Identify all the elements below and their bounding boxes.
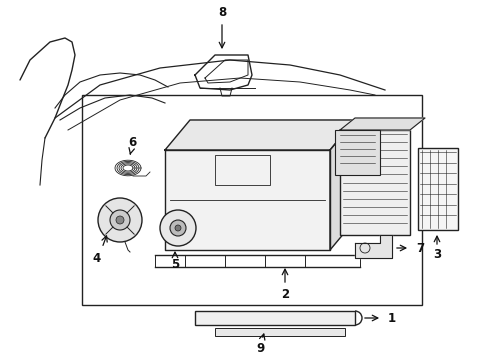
Circle shape (98, 198, 142, 242)
Circle shape (116, 216, 124, 224)
Circle shape (170, 220, 186, 236)
Text: 9: 9 (256, 342, 264, 355)
Bar (340, 130, 410, 235)
Bar (215, 155, 270, 185)
Bar (215, 328, 345, 336)
Bar (195, 311, 355, 325)
Bar (335, 130, 380, 175)
Circle shape (110, 210, 130, 230)
Text: 5: 5 (171, 258, 179, 271)
Text: 8: 8 (218, 5, 226, 18)
Polygon shape (355, 235, 392, 258)
Text: 3: 3 (433, 248, 441, 261)
Text: 1: 1 (388, 311, 396, 324)
Bar (82, 95, 422, 305)
Text: 7: 7 (416, 242, 424, 255)
Polygon shape (340, 118, 425, 130)
Text: 4: 4 (93, 252, 101, 265)
Polygon shape (165, 120, 355, 150)
Circle shape (160, 210, 196, 246)
Text: 2: 2 (281, 288, 289, 302)
Bar (418, 148, 458, 230)
Polygon shape (165, 150, 330, 250)
Text: 6: 6 (128, 136, 136, 149)
Circle shape (175, 225, 181, 231)
Polygon shape (330, 120, 355, 250)
